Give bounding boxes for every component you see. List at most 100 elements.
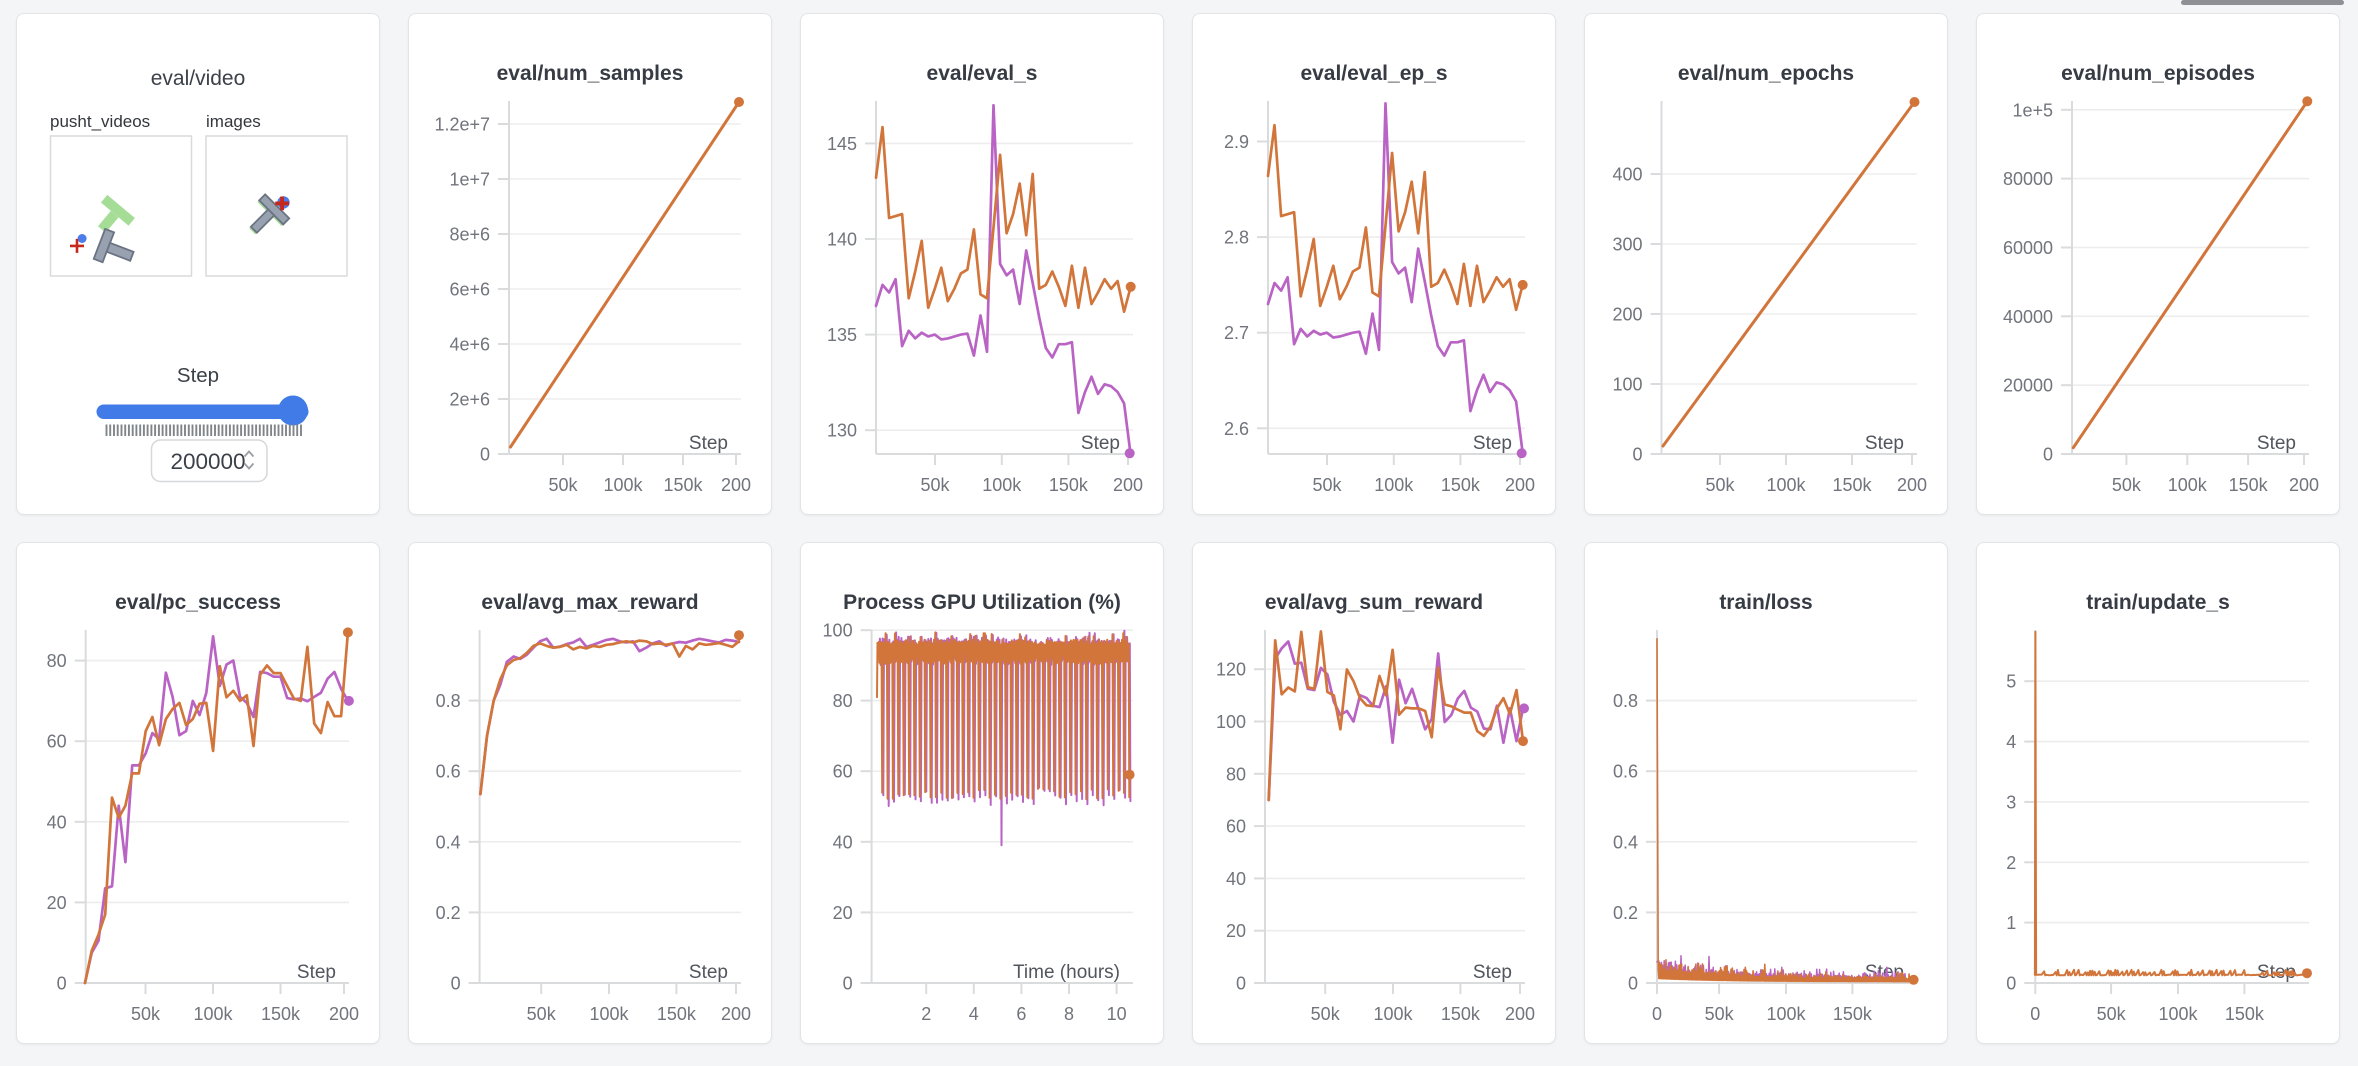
svg-text:100k: 100k <box>1374 475 1414 495</box>
svg-text:20: 20 <box>1225 921 1245 941</box>
svg-text:150k: 150k <box>656 1004 696 1024</box>
svg-text:images: images <box>206 112 261 131</box>
svg-text:60: 60 <box>46 731 66 751</box>
svg-text:2: 2 <box>2006 852 2016 872</box>
svg-text:4: 4 <box>2006 732 2016 752</box>
svg-text:50k: 50k <box>526 1004 556 1024</box>
svg-text:130: 130 <box>826 420 856 440</box>
svg-text:200: 200 <box>720 475 750 495</box>
svg-text:200: 200 <box>720 1004 750 1024</box>
svg-text:8e+6: 8e+6 <box>449 224 490 244</box>
svg-text:100k: 100k <box>589 1004 629 1024</box>
svg-text:150k: 150k <box>1440 475 1480 495</box>
svg-text:Step: Step <box>688 433 727 454</box>
svg-text:2.6: 2.6 <box>1223 418 1248 438</box>
svg-text:0: 0 <box>2006 973 2016 993</box>
svg-text:150k: 150k <box>1832 1004 1872 1024</box>
svg-text:eval/eval_ep_s: eval/eval_ep_s <box>1300 62 1447 85</box>
svg-text:train/loss: train/loss <box>1719 591 1812 614</box>
svg-text:0: 0 <box>479 444 489 464</box>
svg-text:4e+6: 4e+6 <box>449 334 490 354</box>
svg-text:200: 200 <box>2288 475 2318 495</box>
svg-text:4: 4 <box>968 1004 978 1024</box>
svg-text:Step: Step <box>1864 433 1903 454</box>
svg-text:80: 80 <box>1225 764 1245 784</box>
svg-text:20: 20 <box>46 892 66 912</box>
svg-text:20: 20 <box>832 902 852 922</box>
svg-text:60000: 60000 <box>2002 238 2052 258</box>
svg-text:0: 0 <box>1235 973 1245 993</box>
svg-text:eval/avg_sum_reward: eval/avg_sum_reward <box>1264 591 1482 614</box>
svg-text:100k: 100k <box>603 475 643 495</box>
svg-text:10: 10 <box>1106 1004 1126 1024</box>
svg-text:6e+6: 6e+6 <box>449 279 490 299</box>
svg-text:train/update_s: train/update_s <box>2086 591 2230 614</box>
svg-text:0: 0 <box>2030 1004 2040 1024</box>
svg-text:1: 1 <box>2006 913 2016 933</box>
svg-text:0: 0 <box>450 973 460 993</box>
svg-text:0.6: 0.6 <box>435 761 460 781</box>
svg-text:2.9: 2.9 <box>1223 132 1248 152</box>
svg-text:eval/eval_s: eval/eval_s <box>926 62 1037 85</box>
svg-text:200: 200 <box>1612 304 1642 324</box>
svg-text:40: 40 <box>832 832 852 852</box>
svg-text:0.8: 0.8 <box>1612 691 1637 711</box>
svg-text:50k: 50k <box>1704 1004 1734 1024</box>
svg-text:0.6: 0.6 <box>1612 761 1637 781</box>
svg-text:3: 3 <box>2006 792 2016 812</box>
svg-text:150k: 150k <box>2228 475 2268 495</box>
svg-text:1.2e+7: 1.2e+7 <box>434 114 490 134</box>
svg-text:60: 60 <box>1225 816 1245 836</box>
svg-text:50k: 50k <box>920 475 950 495</box>
svg-text:8: 8 <box>1063 1004 1073 1024</box>
svg-text:eval/num_episodes: eval/num_episodes <box>2061 62 2255 85</box>
svg-text:50k: 50k <box>2096 1004 2126 1024</box>
svg-text:Time (hours): Time (hours) <box>1013 962 1120 983</box>
svg-text:6: 6 <box>1016 1004 1026 1024</box>
svg-text:200: 200 <box>1112 475 1142 495</box>
svg-text:0: 0 <box>842 973 852 993</box>
svg-text:20000: 20000 <box>2002 375 2052 395</box>
svg-text:eval/pc_success: eval/pc_success <box>115 591 281 614</box>
svg-text:0: 0 <box>2042 444 2052 464</box>
svg-text:Step: Step <box>2256 433 2295 454</box>
svg-text:150k: 150k <box>1048 475 1088 495</box>
svg-text:Process GPU Utilization (%): Process GPU Utilization (%) <box>843 591 1121 614</box>
svg-text:eval/avg_max_reward: eval/avg_max_reward <box>481 591 698 614</box>
svg-text:60: 60 <box>832 761 852 781</box>
svg-text:200: 200 <box>1504 475 1534 495</box>
svg-text:Step: Step <box>176 364 218 387</box>
svg-text:100: 100 <box>822 620 852 640</box>
svg-text:40000: 40000 <box>2002 306 2052 326</box>
svg-text:50k: 50k <box>1705 475 1735 495</box>
svg-text:200000: 200000 <box>170 449 245 474</box>
svg-text:100k: 100k <box>1766 475 1806 495</box>
svg-text:2: 2 <box>921 1004 931 1024</box>
svg-text:1e+7: 1e+7 <box>449 169 490 189</box>
svg-text:2.8: 2.8 <box>1223 227 1248 247</box>
svg-text:0.2: 0.2 <box>1612 902 1637 922</box>
svg-text:0.4: 0.4 <box>435 832 460 852</box>
svg-text:1e+5: 1e+5 <box>2012 100 2053 120</box>
svg-text:pusht_videos: pusht_videos <box>50 112 150 131</box>
svg-text:100k: 100k <box>982 475 1022 495</box>
svg-text:150k: 150k <box>2224 1004 2264 1024</box>
svg-text:50k: 50k <box>1310 1004 1340 1024</box>
svg-text:100k: 100k <box>1373 1004 1413 1024</box>
svg-text:eval/video: eval/video <box>150 67 245 90</box>
svg-text:0: 0 <box>56 973 66 993</box>
svg-text:200: 200 <box>1504 1004 1534 1024</box>
svg-text:eval/num_samples: eval/num_samples <box>496 62 683 85</box>
svg-text:120: 120 <box>1215 659 1245 679</box>
svg-text:150k: 150k <box>1440 1004 1480 1024</box>
svg-text:50k: 50k <box>2111 475 2141 495</box>
svg-text:100k: 100k <box>193 1004 233 1024</box>
svg-text:0.2: 0.2 <box>435 902 460 922</box>
svg-text:100k: 100k <box>2158 1004 2198 1024</box>
svg-text:Step: Step <box>688 962 727 983</box>
svg-text:50k: 50k <box>1312 475 1342 495</box>
svg-text:0.8: 0.8 <box>435 691 460 711</box>
svg-text:2e+6: 2e+6 <box>449 389 490 409</box>
svg-text:50k: 50k <box>130 1004 160 1024</box>
svg-text:eval/num_epochs: eval/num_epochs <box>1677 62 1853 85</box>
